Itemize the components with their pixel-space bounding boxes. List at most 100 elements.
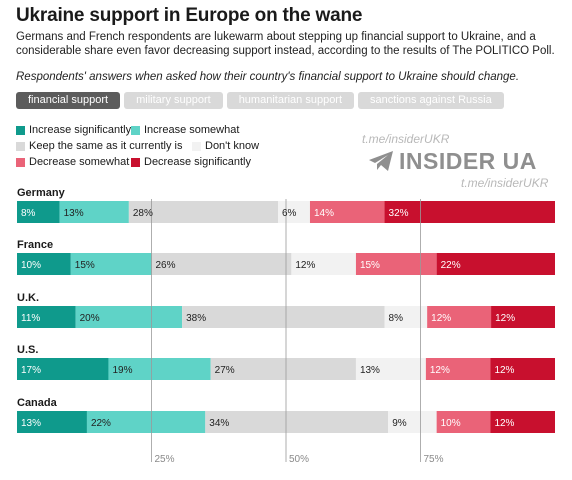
bar-segment — [128, 201, 279, 223]
data-label: 13% — [64, 208, 84, 219]
tab-military-support[interactable]: military support — [124, 92, 223, 109]
category-label: U.K. — [17, 292, 39, 304]
bar-segment — [355, 358, 426, 380]
bar-segment — [491, 306, 555, 328]
legend-item-dont-know: Don't know — [192, 140, 259, 152]
data-label: 32% — [389, 208, 409, 219]
data-label: 12% — [494, 418, 514, 429]
tab-humanitarian-support[interactable]: humanitarian support — [226, 92, 355, 109]
legend-item-decrease-somewhat: Decrease somewhat — [16, 156, 129, 168]
bar-segment — [17, 201, 60, 223]
bar-segment — [75, 306, 183, 328]
bar-segment — [427, 306, 492, 328]
telegram-icon — [369, 151, 393, 171]
bar-segment — [151, 253, 292, 275]
reference-label: 25% — [155, 454, 175, 465]
bar-segment — [436, 253, 555, 275]
reference-lines-layer — [151, 199, 421, 462]
reference-label: 75% — [424, 454, 444, 465]
bar-segment — [490, 411, 555, 433]
legend-label: Decrease significantly — [144, 156, 251, 168]
bar-segment — [291, 253, 356, 275]
legend-item-keep-the-same: Keep the same as it currently is — [16, 140, 182, 152]
data-label: 17% — [21, 365, 41, 376]
tab-sanctions-against-russia[interactable]: sanctions against Russia — [358, 92, 504, 109]
data-label: 12% — [494, 365, 514, 376]
legend-swatch — [131, 157, 140, 167]
data-label: 12% — [295, 260, 315, 271]
data-label: 11% — [21, 313, 40, 324]
data-label: 19% — [112, 365, 132, 376]
category-label: France — [17, 239, 53, 251]
watermark-brand: INSIDER UA — [399, 148, 537, 174]
data-label: 6% — [282, 208, 297, 219]
legend-item-decrease-significantly: Decrease significantly — [131, 156, 251, 168]
bars-layer — [17, 201, 555, 433]
legend-label: Increase somewhat — [144, 124, 240, 136]
bar-segment — [425, 358, 491, 380]
data-label: 13% — [360, 365, 380, 376]
data-label: 26% — [156, 260, 176, 271]
support-type-tabs: financial support military support human… — [16, 92, 504, 109]
legend-swatch — [16, 125, 25, 135]
labels-layer: Germany 8% 13% 28% 6% 14% 32% France 10% 15% 26% 12… — [17, 187, 515, 465]
data-label: 12% — [430, 365, 450, 376]
chart-title: Ukraine support in Europe on the wane — [16, 5, 363, 26]
legend-swatch — [16, 141, 25, 151]
data-label: 13% — [21, 418, 41, 429]
data-label: 12% — [431, 313, 451, 324]
bar-segment — [490, 358, 555, 380]
reference-label: 50% — [289, 454, 309, 465]
data-label: 9% — [392, 418, 407, 429]
category-label: Germany — [17, 187, 66, 199]
data-label: 15% — [360, 260, 380, 271]
legend-label: Decrease somewhat — [29, 156, 130, 168]
data-label: 20% — [80, 313, 100, 324]
tab-financial-support[interactable]: financial support — [16, 92, 121, 109]
bar-segment — [210, 358, 356, 380]
data-label: 27% — [215, 365, 235, 376]
data-label: 10% — [21, 260, 41, 271]
bar-segment — [205, 411, 389, 433]
bar-segment — [436, 411, 491, 433]
legend-swatch — [131, 125, 140, 135]
legend-item-increase-significantly: Increase significantly — [16, 124, 131, 136]
data-label: 8% — [389, 313, 404, 324]
bar-segment — [384, 306, 428, 328]
watermark-handle-secondary: t.me/insiderUKR — [461, 176, 549, 190]
data-label: 8% — [21, 208, 36, 219]
category-label: U.S. — [17, 344, 38, 356]
data-label: 15% — [75, 260, 95, 271]
data-label: 28% — [133, 208, 153, 219]
chart-note: Respondents' answers when asked how thei… — [16, 71, 520, 83]
legend-swatch — [192, 141, 201, 151]
data-label: 22% — [91, 418, 111, 429]
category-label: Canada — [17, 397, 58, 409]
data-label: 10% — [441, 418, 461, 429]
bar-segment — [17, 411, 87, 433]
legend-swatch — [16, 157, 25, 167]
bar-segment — [86, 411, 206, 433]
bar-segment — [17, 358, 109, 380]
bar-segment — [388, 411, 437, 433]
bar-segment — [309, 201, 385, 223]
data-label: 12% — [495, 313, 515, 324]
data-label: 14% — [314, 208, 334, 219]
bar-segment — [70, 253, 152, 275]
legend-label: Increase significantly — [29, 124, 132, 136]
legend-item-increase-somewhat: Increase somewhat — [131, 124, 239, 136]
chart-subtitle: Germans and French respondents are lukew… — [16, 31, 555, 57]
data-label: 34% — [209, 418, 229, 429]
watermark-handle: t.me/insiderUKR — [362, 132, 450, 146]
bar-segment — [355, 253, 437, 275]
bar-segment — [17, 253, 71, 275]
bar-segment — [384, 201, 555, 223]
bar-segment — [17, 306, 76, 328]
data-label: 22% — [441, 260, 461, 271]
bar-segment — [108, 358, 211, 380]
legend-label: Keep the same as it currently is — [29, 140, 183, 152]
legend-label: Don't know — [205, 140, 260, 152]
bar-segment — [59, 201, 129, 223]
bar-segment — [182, 306, 385, 328]
